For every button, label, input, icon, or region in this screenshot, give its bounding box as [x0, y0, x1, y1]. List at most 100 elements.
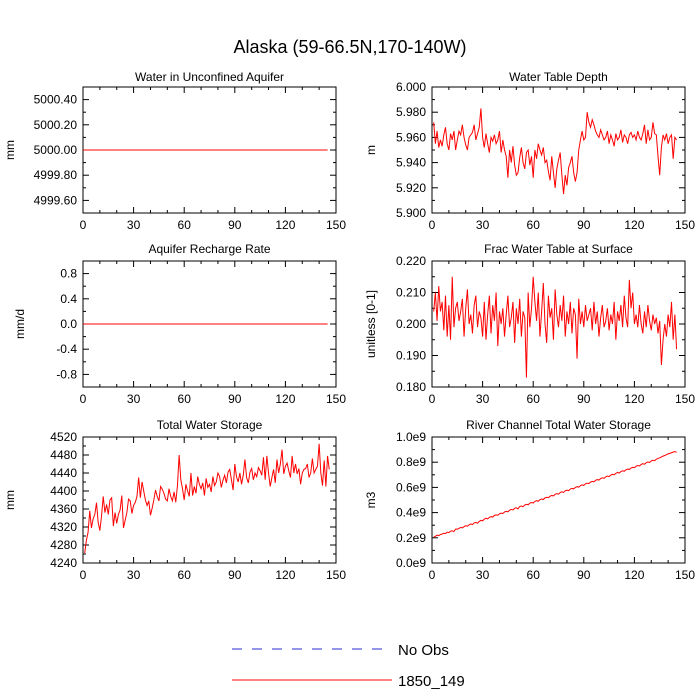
series-line-1850-149 [433, 276, 678, 378]
x-tick-label: 30 [127, 218, 141, 232]
x-tick-label: 120 [275, 392, 295, 406]
x-tick-label: 150 [675, 568, 695, 582]
x-tick-label: 120 [275, 218, 295, 232]
y-axis-label: m3 [364, 491, 378, 508]
plot-title: Aquifer Recharge Rate [148, 242, 270, 256]
plot-title: Total Water Storage [157, 418, 263, 432]
y-tick-label: 5000.00 [34, 143, 78, 157]
x-tick-label: 0 [80, 568, 87, 582]
plot-title: River Channel Total Water Storage [466, 418, 651, 432]
x-tick-label: 30 [127, 568, 141, 582]
x-tick-label: 150 [675, 218, 695, 232]
x-tick-label: 120 [624, 218, 644, 232]
x-tick-label: 60 [178, 218, 192, 232]
y-axis-label: mm [3, 140, 17, 160]
x-tick-label: 90 [228, 218, 242, 232]
x-tick-label: 60 [527, 218, 541, 232]
y-tick-label: -0.8 [56, 367, 77, 381]
x-tick-label: 60 [178, 392, 192, 406]
x-tick-label: 30 [476, 568, 490, 582]
y-tick-label: 4280 [50, 538, 77, 552]
series-line-1850-149 [433, 108, 677, 195]
x-tick-label: 90 [577, 568, 591, 582]
y-tick-label: 5.980 [396, 105, 426, 119]
y-tick-label: 4999.60 [34, 193, 78, 207]
x-tick-label: 60 [527, 392, 541, 406]
plot-frame [431, 86, 686, 214]
y-tick-label: 0.190 [396, 349, 426, 363]
legend-label-no-obs: No Obs [398, 642, 449, 659]
y-tick-label: 0.210 [396, 286, 426, 300]
y-tick-label: 0.4e9 [396, 506, 426, 520]
x-tick-label: 30 [476, 218, 490, 232]
series-line-1850-149 [433, 450, 677, 538]
y-tick-label: 5.960 [396, 130, 426, 144]
x-tick-label: 120 [624, 568, 644, 582]
plot-title: Water in Unconfined Aquifer [135, 70, 284, 84]
y-tick-label: 5000.20 [34, 118, 78, 132]
plot-frame [431, 436, 686, 564]
y-axis-label: unitless [0-1] [364, 290, 378, 358]
y-tick-label: -0.4 [56, 342, 77, 356]
x-tick-label: 0 [80, 392, 87, 406]
y-tick-label: 5.940 [396, 156, 426, 170]
page-title: Alaska (59-66.5N,170-140W) [233, 37, 466, 57]
y-tick-label: 4440 [50, 466, 77, 480]
x-tick-label: 30 [476, 392, 490, 406]
plot-frac-water-table-at-surface: 0 30 60 90 120 150 0.180 0.190 0.200 0.210 0.220 F… [364, 242, 695, 406]
x-tick-label: 90 [228, 568, 242, 582]
plot-river-channel-total-water-storage: 0 30 60 90 120 150 0.0e9 0.2e9 0.4e9 0.6e9 0.8e9 1.… [364, 418, 695, 582]
x-tick-label: 90 [577, 392, 591, 406]
x-tick-label: 0 [80, 218, 87, 232]
y-tick-label: 5000.40 [34, 93, 78, 107]
y-axis-label: mm [3, 490, 17, 510]
y-tick-label: 4360 [50, 502, 77, 516]
x-tick-label: 120 [275, 568, 295, 582]
y-tick-label: 5.920 [396, 181, 426, 195]
legend: No Obs 1850_149 [232, 642, 465, 690]
x-tick-label: 0 [429, 568, 436, 582]
y-tick-label: 5.900 [396, 206, 426, 220]
y-tick-label: 4999.80 [34, 168, 78, 182]
y-axis-label: m [364, 145, 378, 155]
y-tick-label: 4320 [50, 520, 77, 534]
x-tick-label: 0 [429, 218, 436, 232]
x-tick-label: 0 [429, 392, 436, 406]
x-tick-label: 90 [577, 218, 591, 232]
plot-title: Water Table Depth [509, 70, 608, 84]
x-tick-label: 60 [527, 568, 541, 582]
y-tick-label: 4520 [50, 430, 77, 444]
series-line-1850-149 [84, 443, 330, 554]
y-tick-label: 1.0e9 [396, 430, 426, 444]
legend-label-1850-149: 1850_149 [398, 673, 465, 690]
y-tick-label: 0.180 [396, 380, 426, 394]
y-tick-label: 4400 [50, 484, 77, 498]
y-tick-label: 0.2e9 [396, 531, 426, 545]
y-tick-label: 6.000 [396, 80, 426, 94]
plot-water-table-depth: 0 30 60 90 120 150 5.900 5.920 5.940 5.960 5.980 6.… [364, 70, 695, 232]
plot-total-water-storage: 0 30 60 90 120 150 4240 4280 4320 4360 4400 4440 448… [3, 418, 346, 582]
y-tick-label: 0.200 [396, 317, 426, 331]
y-tick-label: 0.6e9 [396, 480, 426, 494]
plot-title: Frac Water Table at Surface [484, 242, 633, 256]
y-axis-label: mm/d [13, 309, 27, 339]
plot-aquifer-recharge-rate: 0 30 60 90 120 150 -0.8 -0.4 0.0 0.4 0.8 Aquifer R… [13, 242, 346, 406]
y-tick-label: 0.4 [60, 292, 77, 306]
x-tick-label: 30 [127, 392, 141, 406]
y-tick-label: 0.8 [60, 267, 77, 281]
x-tick-label: 150 [326, 218, 346, 232]
x-tick-label: 90 [228, 392, 242, 406]
x-tick-label: 150 [326, 568, 346, 582]
x-tick-label: 120 [624, 392, 644, 406]
x-tick-label: 60 [178, 568, 192, 582]
x-tick-label: 150 [326, 392, 346, 406]
y-tick-label: 4240 [50, 556, 77, 570]
y-tick-label: 0.8e9 [396, 455, 426, 469]
y-tick-label: 0.0e9 [396, 556, 426, 570]
y-tick-label: 0.220 [396, 254, 426, 268]
y-tick-label: 0.0 [60, 317, 77, 331]
x-tick-label: 150 [675, 392, 695, 406]
plot-water-in-unconfined-aquifer: 0 30 60 90 120 150 4999.60 4999.80 5000.00 5000.2… [3, 70, 346, 232]
y-tick-label: 4480 [50, 448, 77, 462]
